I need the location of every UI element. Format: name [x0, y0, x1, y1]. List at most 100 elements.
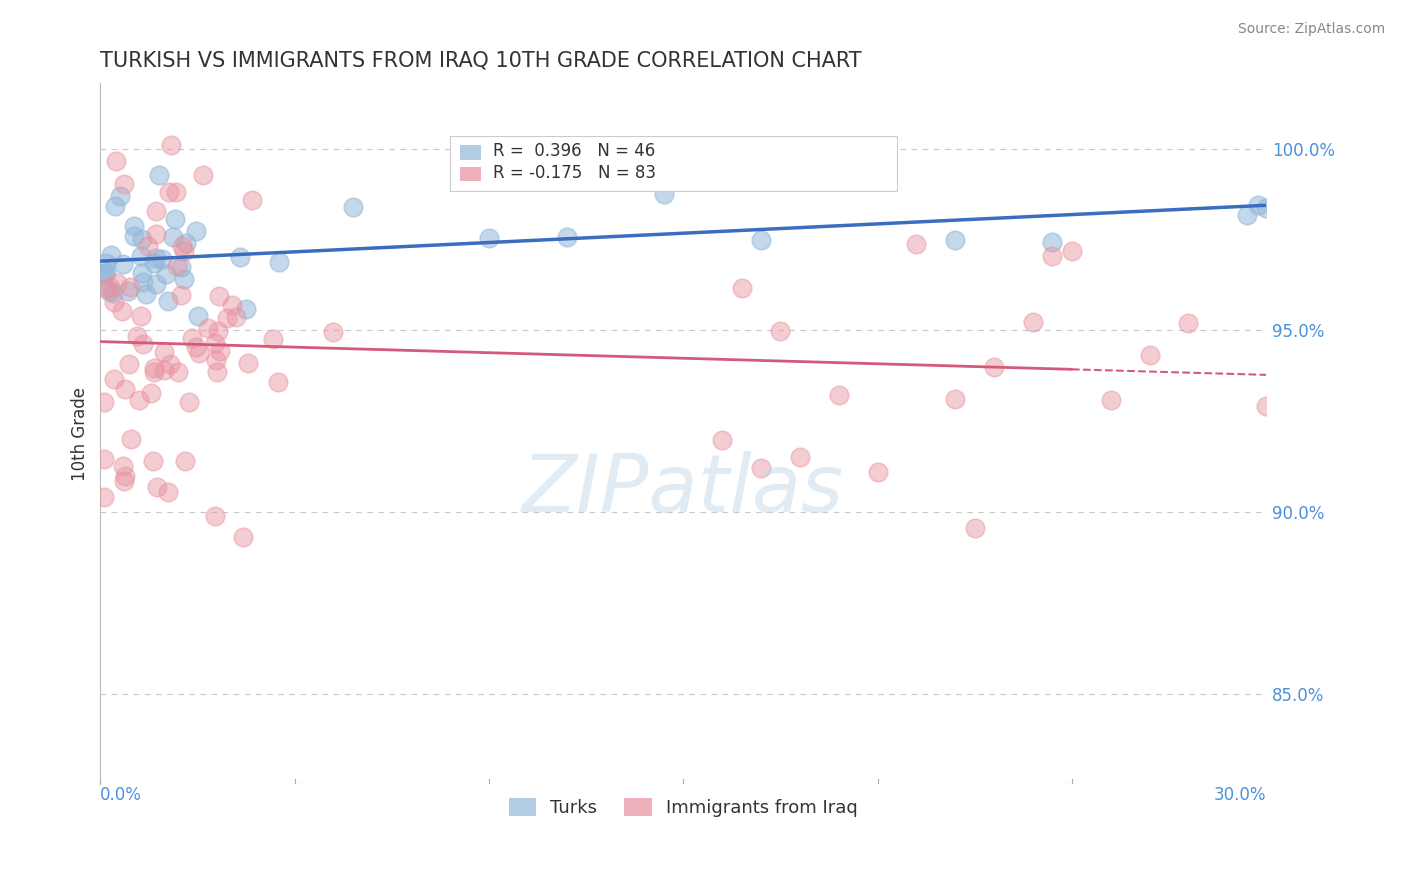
Point	[197, 321, 219, 335]
Point	[145, 277, 167, 291]
Point	[177, 394, 200, 409]
Point	[225, 310, 247, 325]
Point	[153, 363, 176, 377]
Point	[131, 266, 153, 280]
Point	[1177, 316, 1199, 330]
Point	[114, 382, 136, 396]
Point	[141, 386, 163, 401]
Point	[112, 177, 135, 191]
Point	[124, 219, 146, 233]
Point	[128, 393, 150, 408]
Point	[145, 204, 167, 219]
Point	[905, 237, 928, 252]
Point	[1256, 201, 1278, 215]
Text: ZIPatlas: ZIPatlas	[522, 451, 845, 529]
Point	[170, 287, 193, 301]
Point	[135, 287, 157, 301]
Point	[235, 301, 257, 316]
Point	[232, 530, 254, 544]
Point	[342, 200, 364, 214]
Point	[127, 328, 149, 343]
Point	[117, 284, 139, 298]
Point	[1060, 244, 1083, 259]
Text: R =  0.396   N = 46: R = 0.396 N = 46	[494, 143, 655, 161]
Point	[98, 280, 121, 294]
Point	[184, 340, 207, 354]
Point	[157, 186, 180, 200]
Point	[159, 357, 181, 371]
Point	[221, 298, 243, 312]
Point	[122, 228, 145, 243]
Point	[267, 255, 290, 269]
Point	[94, 266, 117, 280]
Bar	[460, 145, 481, 160]
Point	[1139, 348, 1161, 362]
Point	[266, 376, 288, 390]
Point	[207, 324, 229, 338]
Point	[111, 257, 134, 271]
Text: 30.0%: 30.0%	[1213, 786, 1267, 805]
Point	[184, 223, 207, 237]
Point	[94, 281, 117, 295]
Point	[187, 346, 209, 360]
Point	[114, 469, 136, 483]
Point	[166, 259, 188, 273]
Point	[163, 211, 186, 226]
Point	[132, 275, 155, 289]
Point	[110, 189, 132, 203]
Point	[983, 359, 1005, 374]
Point	[104, 153, 127, 168]
Point	[129, 249, 152, 263]
Point	[152, 345, 174, 359]
Point	[943, 233, 966, 247]
Point	[769, 324, 792, 338]
Point	[1256, 399, 1278, 413]
Point	[240, 193, 263, 207]
Point	[173, 272, 195, 286]
Point	[1236, 207, 1258, 221]
Point	[150, 252, 173, 267]
Point	[943, 392, 966, 406]
Point	[94, 256, 117, 270]
Y-axis label: 10th Grade: 10th Grade	[72, 387, 89, 481]
Point	[148, 168, 170, 182]
FancyBboxPatch shape	[450, 136, 897, 191]
Point	[165, 185, 187, 199]
Point	[789, 450, 811, 464]
Point	[93, 266, 115, 280]
Point	[236, 356, 259, 370]
Point	[103, 294, 125, 309]
Point	[120, 279, 142, 293]
Point	[866, 170, 889, 185]
Point	[157, 484, 180, 499]
Point	[174, 454, 197, 468]
Point	[142, 453, 165, 467]
Point	[143, 361, 166, 376]
Point	[145, 251, 167, 265]
Point	[205, 353, 228, 368]
Point	[120, 432, 142, 446]
Point	[711, 433, 734, 447]
Point	[100, 248, 122, 262]
Point	[193, 168, 215, 182]
Point	[142, 256, 165, 270]
Point	[215, 311, 238, 326]
Point	[866, 465, 889, 479]
Point	[142, 365, 165, 379]
Point	[93, 491, 115, 505]
Point	[207, 365, 229, 379]
Point	[93, 394, 115, 409]
Point	[132, 337, 155, 351]
Point	[162, 229, 184, 244]
Point	[204, 509, 226, 524]
Point	[105, 277, 128, 291]
Point	[112, 475, 135, 489]
Point	[110, 304, 132, 318]
Point	[208, 289, 231, 303]
Point	[160, 137, 183, 152]
Point	[112, 458, 135, 473]
Point	[963, 521, 986, 535]
Point	[131, 232, 153, 246]
Point	[652, 186, 675, 201]
Point	[156, 293, 179, 308]
